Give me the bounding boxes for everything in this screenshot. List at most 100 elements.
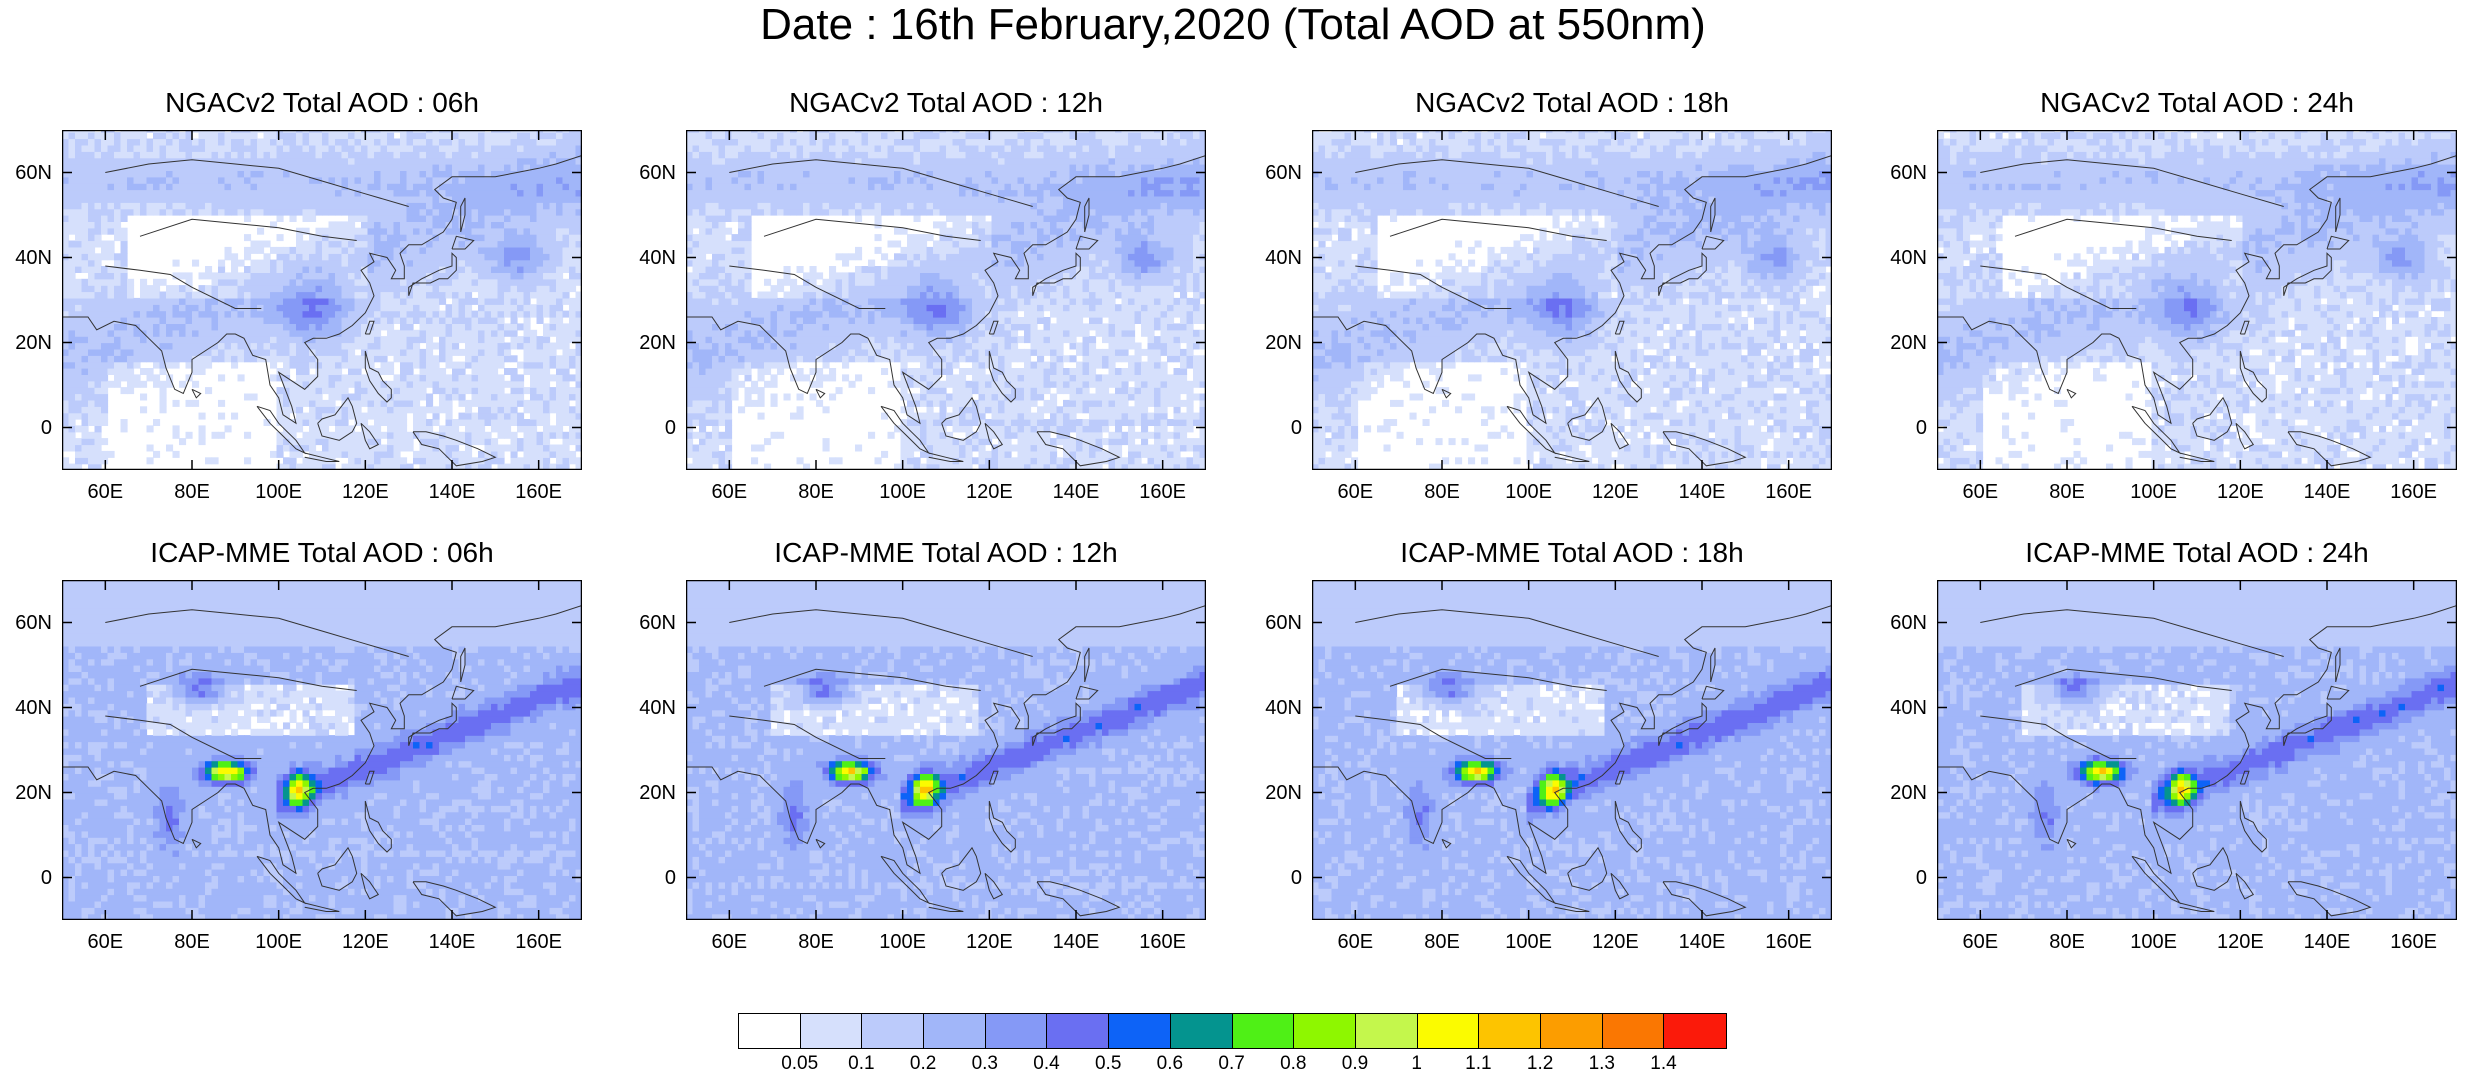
aod-cell	[75, 151, 82, 158]
aod-cell	[745, 311, 752, 318]
aod-cell	[296, 323, 303, 330]
aod-cell	[283, 368, 290, 375]
aod-cell	[530, 374, 537, 381]
aod-cell	[459, 139, 466, 146]
aod-cell	[530, 406, 537, 413]
aod-cell	[322, 234, 329, 241]
aod-cell	[186, 336, 193, 343]
aod-cell	[290, 349, 297, 356]
aod-cell	[342, 343, 349, 350]
aod-cell	[478, 349, 485, 356]
aod-cell	[829, 145, 836, 152]
aod-cell	[303, 413, 310, 420]
aod-cell	[823, 362, 830, 369]
aod-cell	[439, 317, 446, 324]
aod-cell	[374, 406, 381, 413]
aod-cell	[108, 202, 115, 209]
aod-cell	[426, 158, 433, 165]
aod-cell	[530, 279, 537, 286]
aod-cell	[238, 285, 245, 292]
aod-cell	[901, 279, 908, 286]
aod-cell	[524, 292, 531, 299]
aod-cell	[192, 196, 199, 203]
aod-cell	[803, 349, 810, 356]
aod-cell	[88, 432, 95, 439]
aod-cell	[348, 279, 355, 286]
aod-cell	[361, 349, 368, 356]
aod-cell	[238, 158, 245, 165]
aod-cell	[342, 266, 349, 273]
aod-cell	[394, 343, 401, 350]
aod-cell	[764, 202, 771, 209]
aod-cell	[699, 336, 706, 343]
aod-cell	[511, 190, 518, 197]
aod-cell	[186, 279, 193, 286]
aod-cell	[719, 151, 726, 158]
aod-cell	[459, 394, 466, 401]
aod-cell	[732, 362, 739, 369]
aod-cell	[829, 311, 836, 318]
aod-cell	[238, 343, 245, 350]
aod-cell	[270, 247, 277, 254]
aod-cell	[452, 432, 459, 439]
aod-cell	[361, 221, 368, 228]
aod-cell	[121, 304, 128, 311]
aod-cell	[277, 330, 284, 337]
aod-cell	[875, 272, 882, 279]
aod-cell	[777, 177, 784, 184]
aod-cell	[764, 183, 771, 190]
aod-cell	[491, 298, 498, 305]
aod-cell	[842, 190, 849, 197]
aod-cell	[836, 177, 843, 184]
aod-cell	[127, 279, 134, 286]
aod-cell	[108, 253, 115, 260]
aod-cell	[270, 202, 277, 209]
aod-cell	[491, 419, 498, 426]
aod-cell	[569, 413, 576, 420]
aod-cell	[491, 190, 498, 197]
aod-cell	[855, 253, 862, 260]
aod-cell	[82, 349, 89, 356]
aod-cell	[251, 285, 258, 292]
aod-cell	[342, 164, 349, 171]
aod-cell	[693, 451, 700, 458]
aod-cell	[426, 139, 433, 146]
aod-cell	[95, 145, 102, 152]
aod-cell	[849, 151, 856, 158]
aod-cell	[114, 349, 121, 356]
aod-cell	[439, 247, 446, 254]
aod-cell	[699, 234, 706, 241]
aod-cell	[914, 272, 921, 279]
aod-cell	[543, 304, 550, 311]
aod-cell	[504, 151, 511, 158]
aod-cell	[881, 202, 888, 209]
aod-cell	[257, 260, 264, 267]
aod-cell	[719, 279, 726, 286]
aod-cell	[75, 247, 82, 254]
aod-cell	[485, 215, 492, 222]
aod-cell	[712, 304, 719, 311]
aod-cell	[394, 406, 401, 413]
aod-cell	[309, 260, 316, 267]
aod-cell	[114, 183, 121, 190]
aod-cell	[725, 145, 732, 152]
aod-cell	[212, 202, 219, 209]
aod-cell	[95, 266, 102, 273]
aod-cell	[751, 355, 758, 362]
aod-cell	[173, 285, 180, 292]
aod-cell	[693, 177, 700, 184]
aod-cell	[771, 285, 778, 292]
aod-cell	[290, 451, 297, 458]
aod-cell	[504, 247, 511, 254]
aod-cell	[771, 292, 778, 299]
aod-cell	[95, 260, 102, 267]
aod-cell	[738, 362, 745, 369]
aod-cell	[569, 145, 576, 152]
aod-cell	[920, 425, 927, 432]
aod-cell	[179, 298, 186, 305]
aod-cell	[894, 177, 901, 184]
aod-cell	[569, 323, 576, 330]
aod-cell	[218, 432, 225, 439]
aod-cell	[829, 374, 836, 381]
aod-cell	[140, 145, 147, 152]
